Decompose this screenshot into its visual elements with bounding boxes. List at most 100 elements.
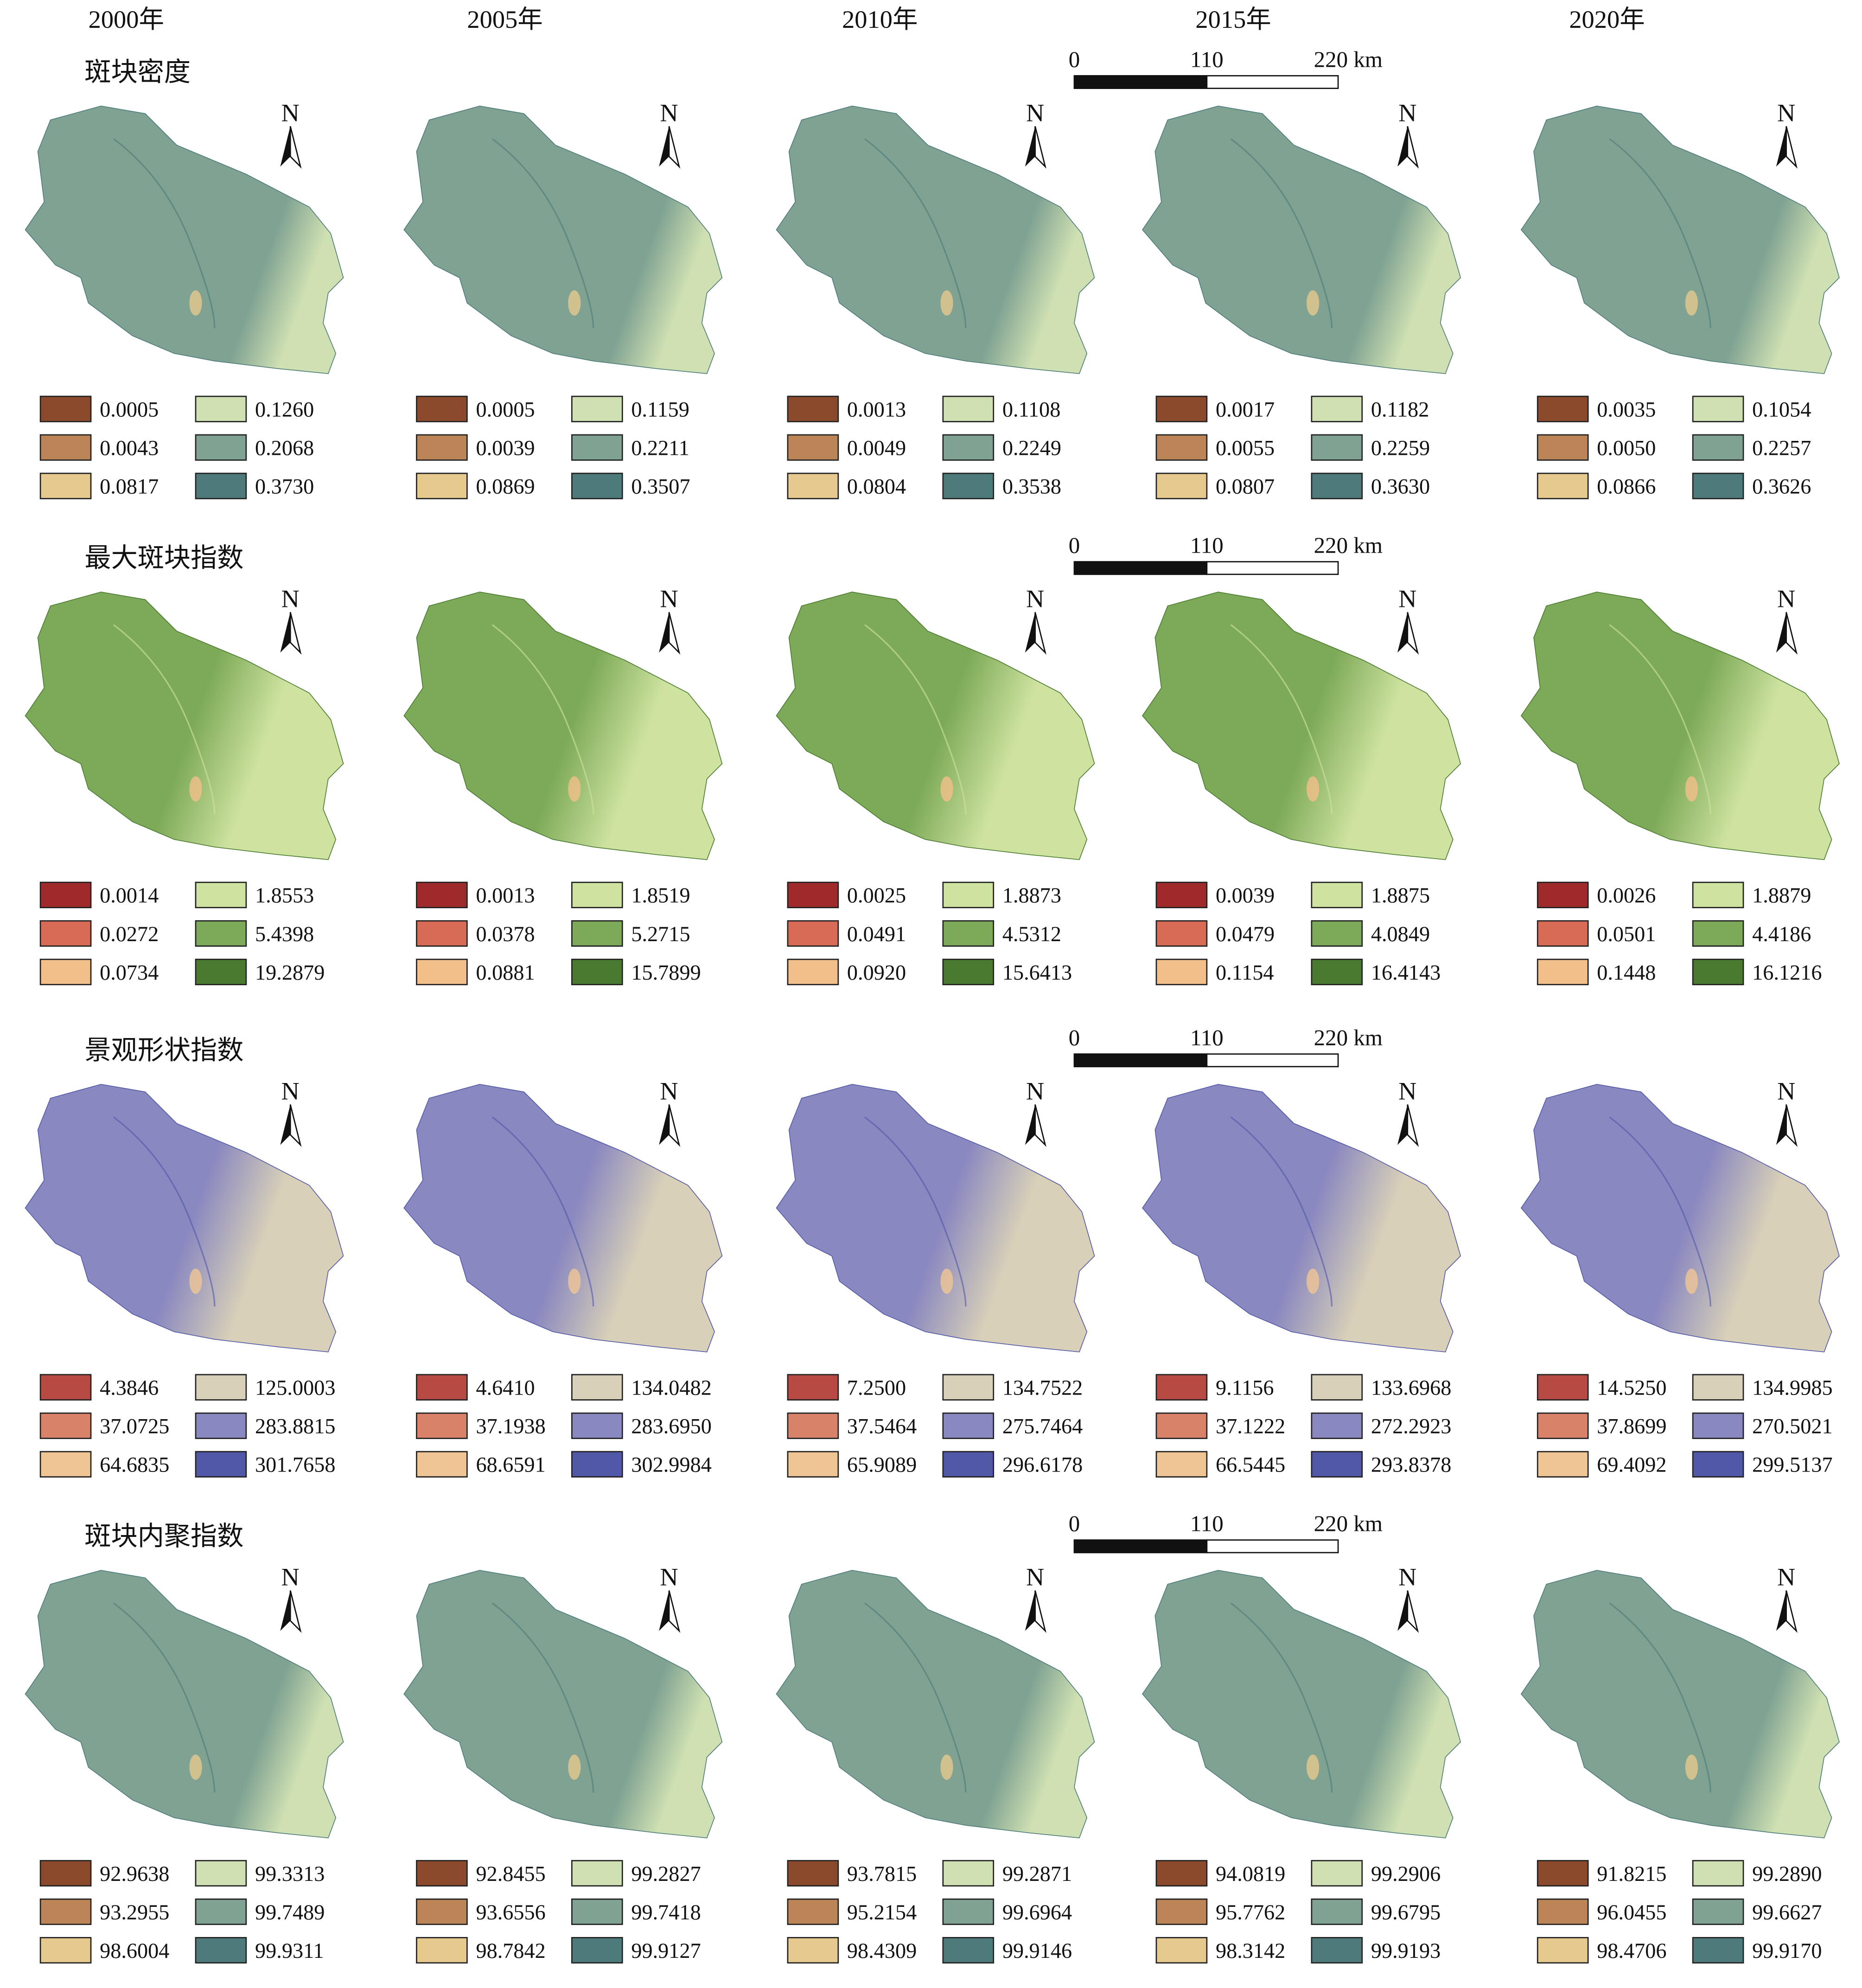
- map-region: [1520, 592, 1840, 860]
- north-arrow: [280, 1104, 291, 1145]
- map-region: [403, 1570, 723, 1839]
- legend-label: 275.7464: [1002, 1415, 1083, 1439]
- north-label: N: [1398, 1563, 1416, 1591]
- legend-label: 0.2068: [255, 437, 314, 460]
- panel-title: 斑块密度: [84, 57, 191, 87]
- legend-swatch: [571, 434, 623, 461]
- legend-swatch: [416, 1860, 468, 1887]
- legend-swatch: [1537, 1898, 1589, 1925]
- legend-swatch: [39, 395, 92, 422]
- map: [776, 105, 1095, 374]
- map-texture: [491, 1602, 594, 1793]
- legend-label: 15.7899: [631, 961, 701, 985]
- legend-label: 283.6950: [631, 1415, 712, 1439]
- map-texture: [1609, 1116, 1711, 1306]
- north-arrow: [1776, 1590, 1786, 1631]
- legend-swatch: [1311, 1860, 1363, 1887]
- legend-label: 37.5464: [847, 1415, 917, 1439]
- legend-swatch: [39, 1937, 92, 1964]
- legend-label: 99.2871: [1002, 1862, 1072, 1886]
- legend-swatch: [571, 1860, 623, 1887]
- legend-label: 14.5250: [1597, 1376, 1666, 1400]
- legend-label: 0.1448: [1597, 961, 1656, 985]
- legend-label: 0.1260: [255, 398, 314, 421]
- legend-swatch: [416, 958, 468, 986]
- legend-label: 134.9985: [1752, 1376, 1833, 1400]
- north-arrow: [289, 612, 302, 655]
- map-region: [1142, 1083, 1461, 1352]
- legend-label: 4.5312: [1002, 923, 1061, 946]
- legend-label: 0.0817: [100, 475, 159, 499]
- map-region: [1520, 1570, 1840, 1839]
- legend-label: 37.8699: [1597, 1415, 1666, 1439]
- panel-title: 景观形状指数: [84, 1035, 243, 1065]
- legend-swatch: [39, 1374, 92, 1401]
- legend-swatch: [1692, 881, 1744, 908]
- legend-label: 95.2154: [847, 1901, 917, 1924]
- north-label: N: [660, 585, 678, 613]
- scale-bar-label: 220 km: [1314, 46, 1383, 72]
- north-arrow: [1407, 612, 1419, 655]
- map-patch: [568, 1754, 581, 1780]
- legend-swatch: [787, 958, 839, 986]
- north-label: N: [660, 98, 678, 127]
- map-texture: [1230, 624, 1333, 815]
- north-label: N: [1398, 98, 1416, 127]
- map: [1142, 105, 1461, 374]
- legend-label: 0.0039: [476, 437, 535, 460]
- scale-bar-label: 0: [1069, 1025, 1080, 1050]
- map-patch: [1685, 776, 1698, 802]
- legend-label: 0.0378: [476, 923, 535, 946]
- scale-bar-white: [1206, 561, 1339, 575]
- north-label: N: [281, 585, 300, 613]
- legend-swatch: [1155, 881, 1208, 908]
- map-patch: [1685, 290, 1698, 316]
- legend-swatch: [1692, 1860, 1744, 1887]
- north-arrow: [280, 612, 291, 653]
- legend-swatch: [942, 1374, 995, 1401]
- legend-label: 16.4143: [1371, 961, 1441, 985]
- north-arrow: [289, 1104, 302, 1147]
- north-label: N: [1777, 1563, 1795, 1591]
- legend-label: 0.0039: [1216, 884, 1275, 908]
- map-patch: [1306, 776, 1320, 802]
- legend-label: 99.2906: [1371, 1862, 1441, 1886]
- map-texture: [1609, 1602, 1711, 1793]
- legend-label: 98.4706: [1597, 1939, 1666, 1963]
- north-arrow: [1034, 1104, 1046, 1147]
- legend-label: 9.1156: [1216, 1376, 1274, 1400]
- north-arrow: [1034, 126, 1046, 169]
- legend-label: 0.0050: [1597, 437, 1656, 460]
- north-arrow: [1776, 1104, 1786, 1145]
- north-arrow: [1785, 1590, 1798, 1633]
- map: [25, 592, 344, 860]
- map-region: [1520, 105, 1840, 374]
- legend-label: 1.8875: [1371, 884, 1430, 908]
- legend-swatch: [416, 881, 468, 908]
- map-patch: [189, 1268, 202, 1294]
- legend-swatch: [195, 1860, 247, 1887]
- map: [25, 105, 344, 374]
- legend-label: 99.6795: [1371, 1901, 1441, 1924]
- map-region: [25, 1083, 344, 1352]
- scale-bar-label: 220 km: [1314, 1025, 1383, 1050]
- legend-swatch: [942, 434, 995, 461]
- legend-label: 37.0725: [100, 1415, 169, 1439]
- legend-label: 0.1054: [1752, 398, 1811, 421]
- legend-swatch: [942, 1937, 995, 1964]
- legend-label: 4.3846: [100, 1376, 159, 1400]
- legend-swatch: [39, 1451, 92, 1478]
- legend-label: 0.1159: [631, 398, 689, 421]
- legend-label: 0.1182: [1371, 398, 1429, 421]
- legend-label: 64.6835: [100, 1453, 169, 1477]
- north-label: N: [1777, 1077, 1795, 1105]
- legend-label: 0.1108: [1002, 398, 1061, 421]
- north-label: N: [1398, 1077, 1416, 1105]
- legend-swatch: [1692, 920, 1744, 947]
- legend-label: 134.7522: [1002, 1376, 1083, 1400]
- legend-swatch: [416, 920, 468, 947]
- legend-label: 16.1216: [1752, 961, 1822, 985]
- map: [776, 592, 1095, 860]
- north-arrow: [289, 1590, 302, 1633]
